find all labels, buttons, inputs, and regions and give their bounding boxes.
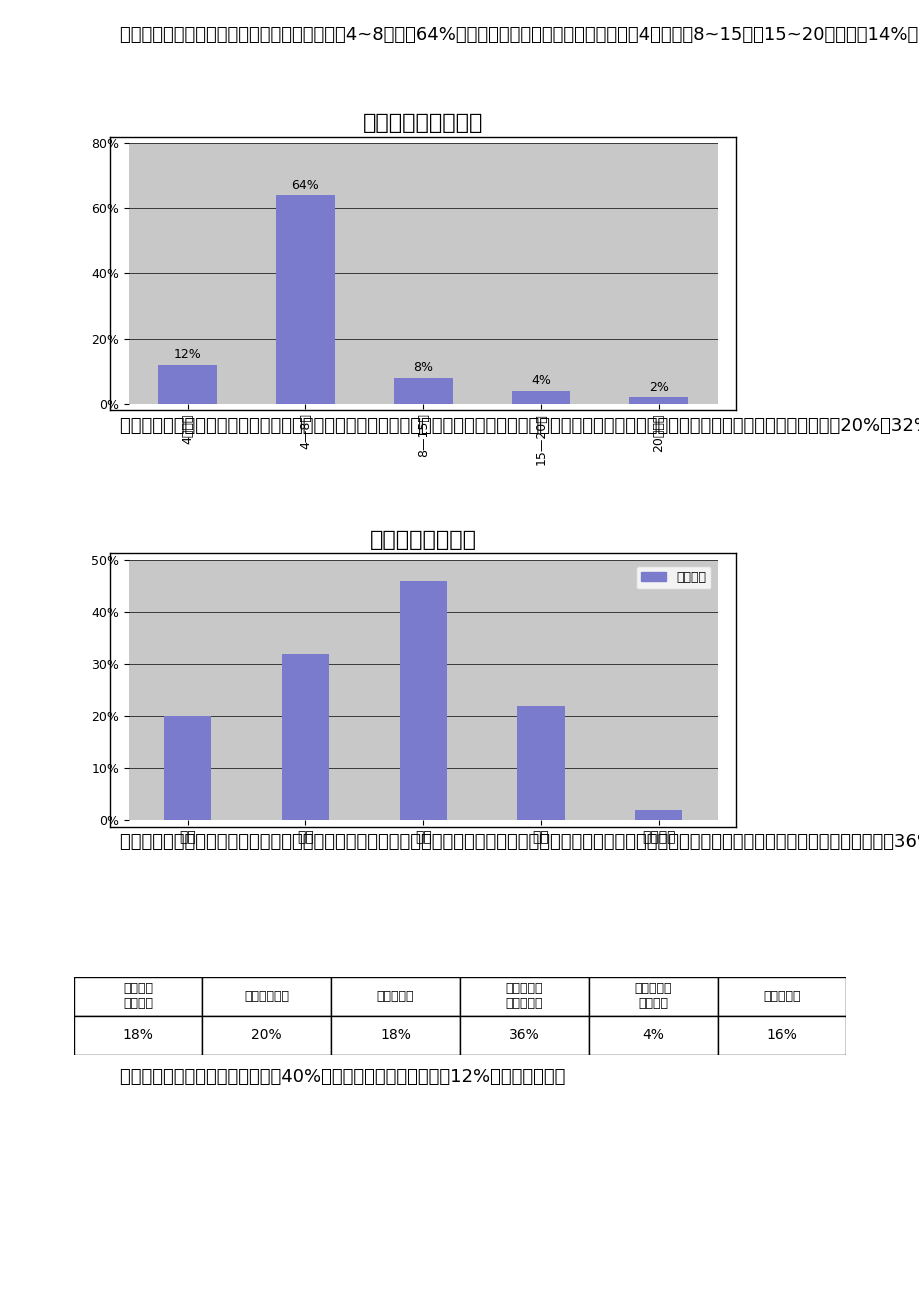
Legend: 所占比列: 所占比列 [636,566,710,589]
Text: 4%: 4% [641,1029,664,1042]
Text: 没有起到
预期效果: 没有起到 预期效果 [123,982,153,1010]
FancyBboxPatch shape [74,976,202,1016]
FancyBboxPatch shape [588,976,717,1016]
Text: 尝试新品牌: 尝试新品牌 [377,990,414,1003]
Text: 只是想换换: 只是想换换 [763,990,800,1003]
Bar [393,378,452,404]
FancyBboxPatch shape [74,1016,202,1055]
Text: 遇到其他品
牌做活动: 遇到其他品 牌做活动 [634,982,671,1010]
FancyBboxPatch shape [202,976,331,1016]
Bar [511,391,570,404]
Text: 牙齿状况需要: 牙齿状况需要 [244,990,289,1003]
Bar [158,365,217,404]
Bar [629,397,687,404]
Text: 36%: 36% [508,1029,539,1042]
FancyBboxPatch shape [202,1016,331,1055]
FancyBboxPatch shape [717,1016,845,1055]
Text: 4%: 4% [530,375,550,388]
Text: 16%: 16% [766,1029,797,1042]
Bar [634,810,682,820]
Text: 20%: 20% [251,1029,282,1042]
Text: 12%: 12% [174,349,201,362]
Text: 8%: 8% [413,362,433,375]
Text: 上面提到的在校大学生对牙膏品牌的选择并不局限，因此，更换所使用的牙膏品牌在所难免，在对各类原因的统计中，我们发现，认为牙膏不能固定使用一种的占了36%，认为是牙: 上面提到的在校大学生对牙膏品牌的选择并不局限，因此，更换所使用的牙膏品牌在所难免… [74,833,919,852]
Text: 在对影响牙膏购买的因素选择中，大多数同学考虑的都不只是一个因素，在不定项选择的统计结果中，价位、品牌、功能、口味、促销方式五个选项各有20%、32%、46%、2: 在对影响牙膏购买的因素选择中，大多数同学考虑的都不只是一个因素，在不定项选择的统… [74,417,919,435]
Bar [399,581,447,820]
Text: 2%: 2% [648,381,668,395]
Text: 此外，对牙膏更换频率的调查中，40%的同学选择了一个月左右，12%的同学选择了一: 此外，对牙膏更换频率的调查中，40%的同学选择了一个月左右，12%的同学选择了一 [74,1068,564,1086]
Text: 18%: 18% [380,1029,411,1042]
FancyBboxPatch shape [460,976,588,1016]
Bar [164,716,211,820]
Text: 值得注意的是，在可接受的牙膏价位的调查中，4~8元段以64%的绝对优势成为最大众化的选择，另外4元以下、8~15元、15~20元也各占14%、16%、4%的比率: 值得注意的是，在可接受的牙膏价位的调查中，4~8元段以64%的绝对优势成为最大众… [74,26,919,44]
Bar [516,706,564,820]
Title: 牙膏购买影响因素: 牙膏购买影响因素 [369,530,476,549]
FancyBboxPatch shape [331,976,460,1016]
Title: 可接受牙膏价位分布: 可接受牙膏价位分布 [363,113,482,133]
FancyBboxPatch shape [460,1016,588,1055]
Text: 牙膏不能固
定使用一种: 牙膏不能固 定使用一种 [505,982,542,1010]
FancyBboxPatch shape [588,1016,717,1055]
Bar [276,195,335,404]
Bar [281,654,329,820]
FancyBboxPatch shape [331,1016,460,1055]
Text: 18%: 18% [122,1029,153,1042]
FancyBboxPatch shape [717,976,845,1016]
Text: 64%: 64% [291,180,319,193]
